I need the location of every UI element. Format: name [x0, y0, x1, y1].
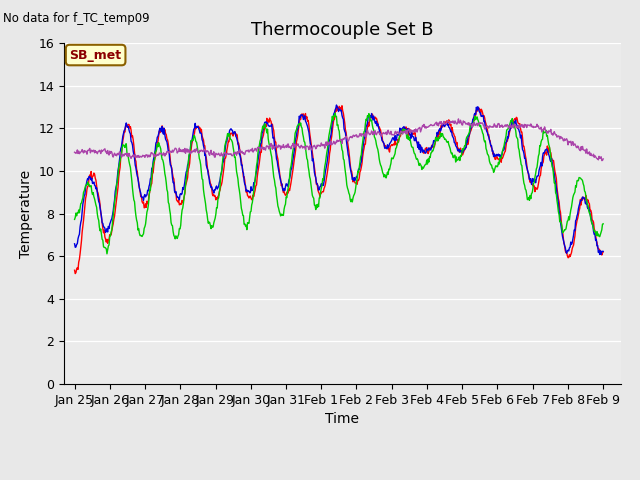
Y-axis label: Temperature: Temperature: [19, 169, 33, 258]
Title: Thermocouple Set B: Thermocouple Set B: [251, 21, 434, 39]
Text: No data for f_TC_temp09: No data for f_TC_temp09: [3, 12, 150, 25]
Text: SB_met: SB_met: [70, 48, 122, 61]
X-axis label: Time: Time: [325, 412, 360, 426]
